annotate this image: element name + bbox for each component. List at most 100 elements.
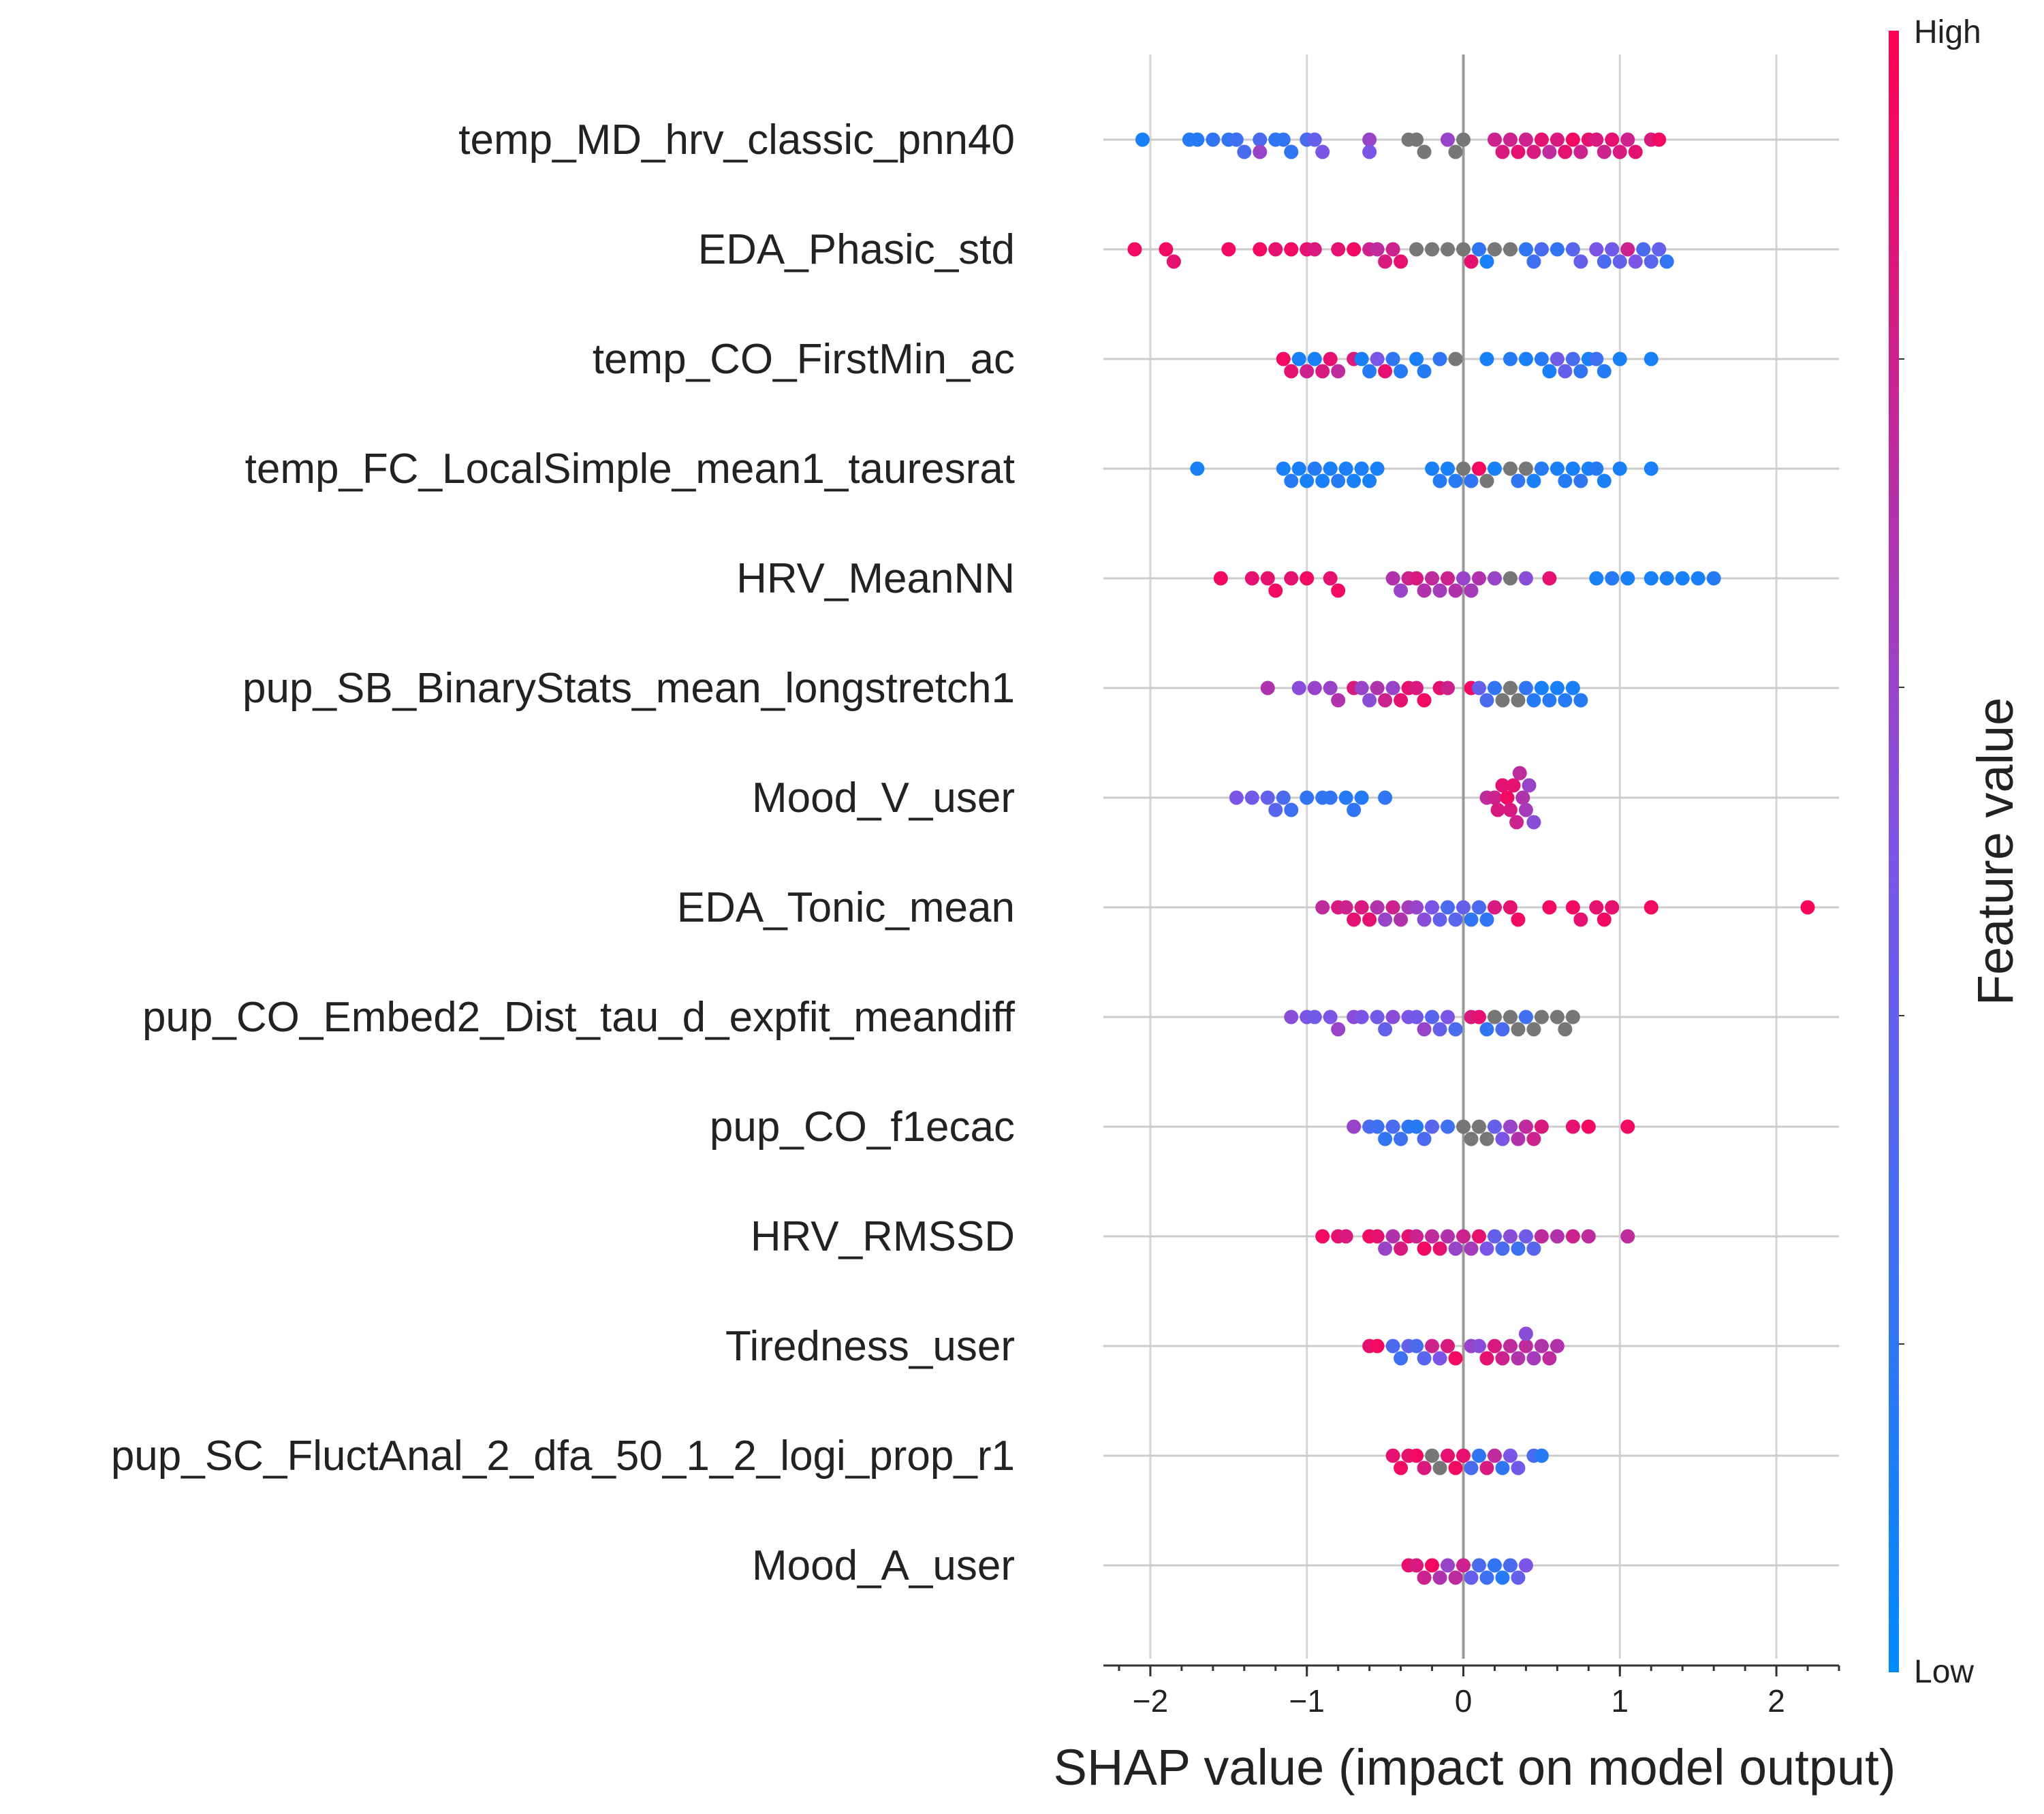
shap-point: [1456, 242, 1471, 257]
shap-point: [1385, 681, 1400, 695]
shap-point: [1291, 681, 1306, 695]
shap-point: [1448, 1460, 1463, 1475]
shap-point: [1441, 571, 1456, 586]
shap-point: [1558, 1022, 1573, 1037]
shap-point: [1378, 693, 1393, 708]
shap-point: [1362, 132, 1377, 147]
shap-point: [1417, 1241, 1432, 1256]
shap-point: [1385, 1010, 1400, 1025]
shap-point: [1354, 790, 1369, 805]
shap-point: [1441, 1339, 1456, 1354]
shap-point: [1394, 1460, 1409, 1475]
shap-point: [1425, 1339, 1440, 1354]
shap-point: [1526, 1022, 1541, 1037]
shap-point: [1417, 364, 1432, 379]
shap-point: [1659, 254, 1674, 269]
shap-point: [1573, 912, 1588, 927]
colorbar-title: Feature value: [1967, 698, 2024, 1006]
shap-point: [1612, 461, 1627, 476]
shap-point: [1511, 1570, 1526, 1585]
shap-point: [1284, 571, 1299, 586]
shap-point: [1597, 364, 1611, 379]
shap-point: [1331, 473, 1346, 488]
shap-point: [1284, 1010, 1299, 1025]
shap-point: [1417, 1131, 1432, 1146]
shap-point: [1565, 1229, 1580, 1244]
shap-point: [1315, 900, 1330, 915]
shap-point: [1534, 1339, 1549, 1354]
shap-point: [1394, 912, 1409, 927]
shap-point: [1620, 571, 1635, 586]
feature-label: pup_CO_f1ecac: [710, 1104, 1015, 1151]
shap-point: [1135, 132, 1150, 147]
shap-point: [1542, 693, 1557, 708]
shap-point: [1644, 571, 1658, 586]
shap-point: [1495, 1022, 1510, 1037]
shap-point: [1441, 681, 1456, 695]
shap-point: [1378, 254, 1393, 269]
shap-point: [1417, 1022, 1432, 1037]
shap-point: [1291, 461, 1306, 476]
shap-point: [1338, 790, 1353, 805]
shap-point: [1456, 1558, 1471, 1573]
shap-point: [1612, 144, 1627, 159]
feature-label: Mood_A_user: [752, 1542, 1015, 1589]
shap-point: [1534, 681, 1549, 695]
shap-point: [1503, 1448, 1518, 1463]
shap-point: [1511, 473, 1526, 488]
shap-point: [1409, 1119, 1424, 1134]
shap-point: [1471, 242, 1486, 257]
shap-point: [1495, 1131, 1510, 1146]
shap-point: [1581, 1229, 1596, 1244]
shap-point: [1581, 1119, 1596, 1134]
shap-point: [1331, 242, 1346, 257]
shap-point: [1284, 144, 1299, 159]
shap-point: [1315, 144, 1330, 159]
shap-point: [1315, 473, 1330, 488]
shap-point: [1441, 1229, 1456, 1244]
shap-point: [1550, 242, 1565, 257]
shap-point: [1159, 242, 1174, 257]
shap-point: [1432, 1022, 1447, 1037]
shap-point: [1471, 900, 1486, 915]
shap-point: [1534, 351, 1549, 366]
shap-point: [1464, 912, 1479, 927]
shap-point: [1253, 132, 1268, 147]
shap-point: [1378, 1022, 1393, 1037]
shap-point: [1558, 693, 1573, 708]
shap-point: [1378, 912, 1393, 927]
shap-point: [1479, 351, 1494, 366]
shap-point: [1518, 242, 1533, 257]
shap-point: [1565, 461, 1580, 476]
shap-point: [1550, 1010, 1565, 1025]
shap-point: [1589, 242, 1604, 257]
shap-point: [1441, 1010, 1456, 1025]
shap-point: [1425, 1119, 1440, 1134]
shap-point: [1300, 790, 1315, 805]
shap-point: [1652, 242, 1667, 257]
shap-point: [1518, 351, 1533, 366]
shap-point: [1659, 571, 1674, 586]
shap-point: [1331, 583, 1346, 598]
feature-label: HRV_RMSSD: [751, 1213, 1015, 1260]
shap-point: [1644, 461, 1658, 476]
shap-point: [1542, 571, 1557, 586]
shap-point: [1479, 1351, 1494, 1366]
shap-point: [1166, 254, 1181, 269]
shap-point: [1542, 1351, 1557, 1366]
shap-point: [1597, 254, 1611, 269]
shap-point: [1503, 132, 1518, 147]
shap-point: [1534, 242, 1549, 257]
shap-point: [1652, 132, 1667, 147]
shap-point: [1417, 144, 1432, 159]
shap-point: [1417, 912, 1432, 927]
shap-point: [1347, 1119, 1362, 1134]
shap-point: [1495, 1351, 1510, 1366]
shap-point: [1471, 1010, 1486, 1025]
shap-point: [1636, 242, 1651, 257]
shap-point: [1518, 1339, 1533, 1354]
shap-point: [1644, 351, 1658, 366]
shap-point: [1347, 242, 1362, 257]
shap-point: [1550, 1229, 1565, 1244]
